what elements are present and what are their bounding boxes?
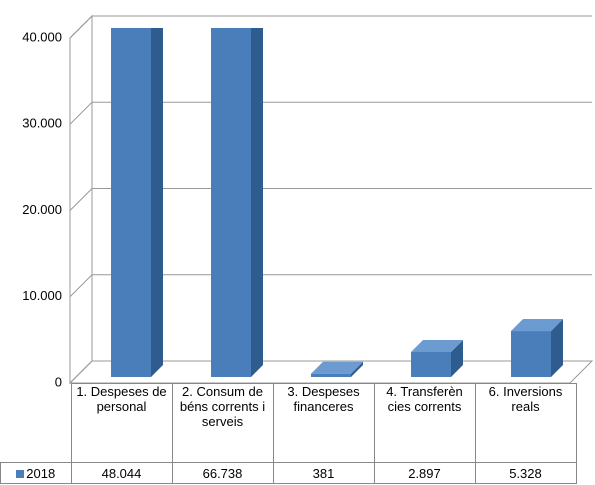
bars xyxy=(111,28,563,378)
bar-top xyxy=(511,319,563,332)
y-tick-label: 20.000 xyxy=(22,202,62,217)
y-tick-label: 40.000 xyxy=(22,29,62,44)
empty-cell xyxy=(1,384,72,463)
bar xyxy=(111,28,151,378)
bar-side xyxy=(251,28,263,377)
category-label: 2. Consum de béns corrents i serveis xyxy=(171,383,274,463)
bar xyxy=(211,28,251,377)
value-label: 66.738 xyxy=(171,462,274,484)
bar-top xyxy=(311,361,363,374)
category-label: 6. Inversions reals xyxy=(474,383,577,463)
bar-side xyxy=(151,28,163,377)
legend-cell: 2018 xyxy=(0,462,72,484)
value-label: 48.044 xyxy=(70,462,173,484)
category-label: 4. Transferèn cies corrents xyxy=(373,383,476,463)
y-tick-label: 0 xyxy=(55,374,62,389)
bar-top xyxy=(411,340,463,353)
value-label: 2.897 xyxy=(373,462,476,484)
bar xyxy=(311,373,351,377)
grid-line xyxy=(69,15,592,39)
grid-line xyxy=(69,101,592,125)
y-tick-label: 10.000 xyxy=(22,288,62,303)
legend-swatch xyxy=(16,469,25,478)
data-table: 1. Despeses de personal 2. Consum de béns… xyxy=(0,383,577,484)
value-label: 381 xyxy=(272,462,375,484)
bar xyxy=(411,352,451,377)
legend-label: 2018 xyxy=(26,465,56,481)
bar-side xyxy=(451,340,463,377)
category-label: 1. Despeses de personal xyxy=(70,383,173,463)
bar-side xyxy=(551,319,563,377)
y-tick-label: 30.000 xyxy=(22,116,62,131)
grid-line xyxy=(69,274,592,298)
category-label: 3. Despeses financeres xyxy=(272,383,375,463)
grid-line xyxy=(69,188,592,211)
value-label: 5.328 xyxy=(474,462,577,484)
bar xyxy=(511,331,551,377)
bar-side xyxy=(351,361,363,377)
